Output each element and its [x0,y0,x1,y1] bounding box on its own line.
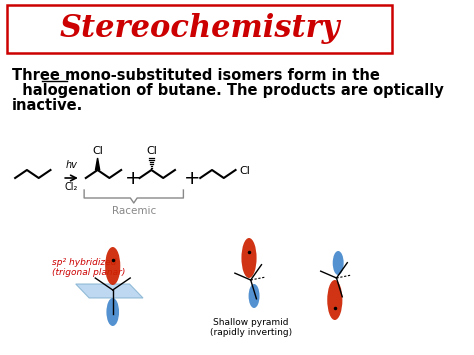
Text: Cl: Cl [92,146,103,156]
Ellipse shape [333,251,344,275]
Ellipse shape [327,280,342,320]
Ellipse shape [241,238,256,278]
FancyBboxPatch shape [7,5,392,53]
Text: hv: hv [65,160,77,170]
Polygon shape [76,284,143,298]
Text: Cl: Cl [146,146,157,156]
Ellipse shape [107,298,119,326]
Text: Cl₂: Cl₂ [65,182,78,192]
Text: Shallow pyramid
(rapidly inverting): Shallow pyramid (rapidly inverting) [210,318,292,337]
Text: Cl: Cl [240,166,251,176]
Text: Three mono-substituted isomers form in the: Three mono-substituted isomers form in t… [12,68,380,83]
Text: halogenation of butane. The products are optically: halogenation of butane. The products are… [12,83,444,98]
Text: sp² hybridized
(trigonal planar): sp² hybridized (trigonal planar) [52,258,126,277]
Text: Stereochemistry: Stereochemistry [59,13,340,44]
Ellipse shape [248,284,260,308]
Text: inactive.: inactive. [12,98,83,113]
Text: +: + [125,169,141,187]
Ellipse shape [105,247,120,285]
Text: +: + [183,169,200,187]
Polygon shape [95,158,100,170]
Text: Racemic: Racemic [112,206,156,216]
